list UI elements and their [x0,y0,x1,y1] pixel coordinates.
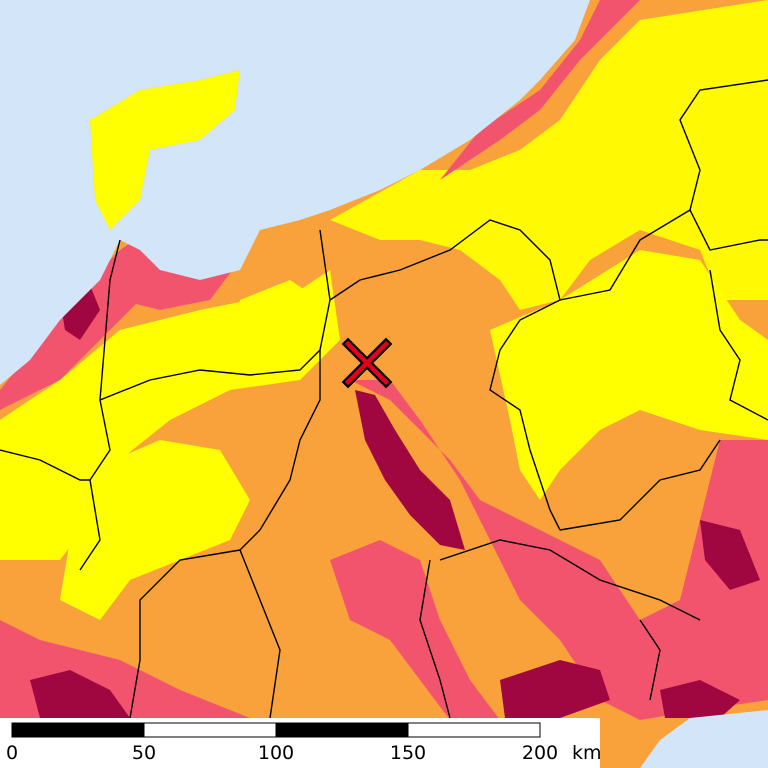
scale-unit: km [572,742,602,764]
scale-segment [11,722,145,738]
scale-bar: 0 50 100 150 200 km [0,718,602,768]
scale-label: 100 [258,742,294,764]
sea [640,710,768,768]
sea [0,0,590,385]
scale-segment [143,722,277,738]
marker [341,337,393,389]
border [0,79,768,719]
scale-segment [407,722,541,738]
yellow-zone [0,0,768,620]
scale-label: 0 [6,742,18,764]
dark-zone [30,285,760,718]
scale-segment [275,722,409,738]
scale-label: 50 [132,742,156,764]
scale-label: 150 [390,742,426,764]
scale-label: 200 [522,742,558,764]
